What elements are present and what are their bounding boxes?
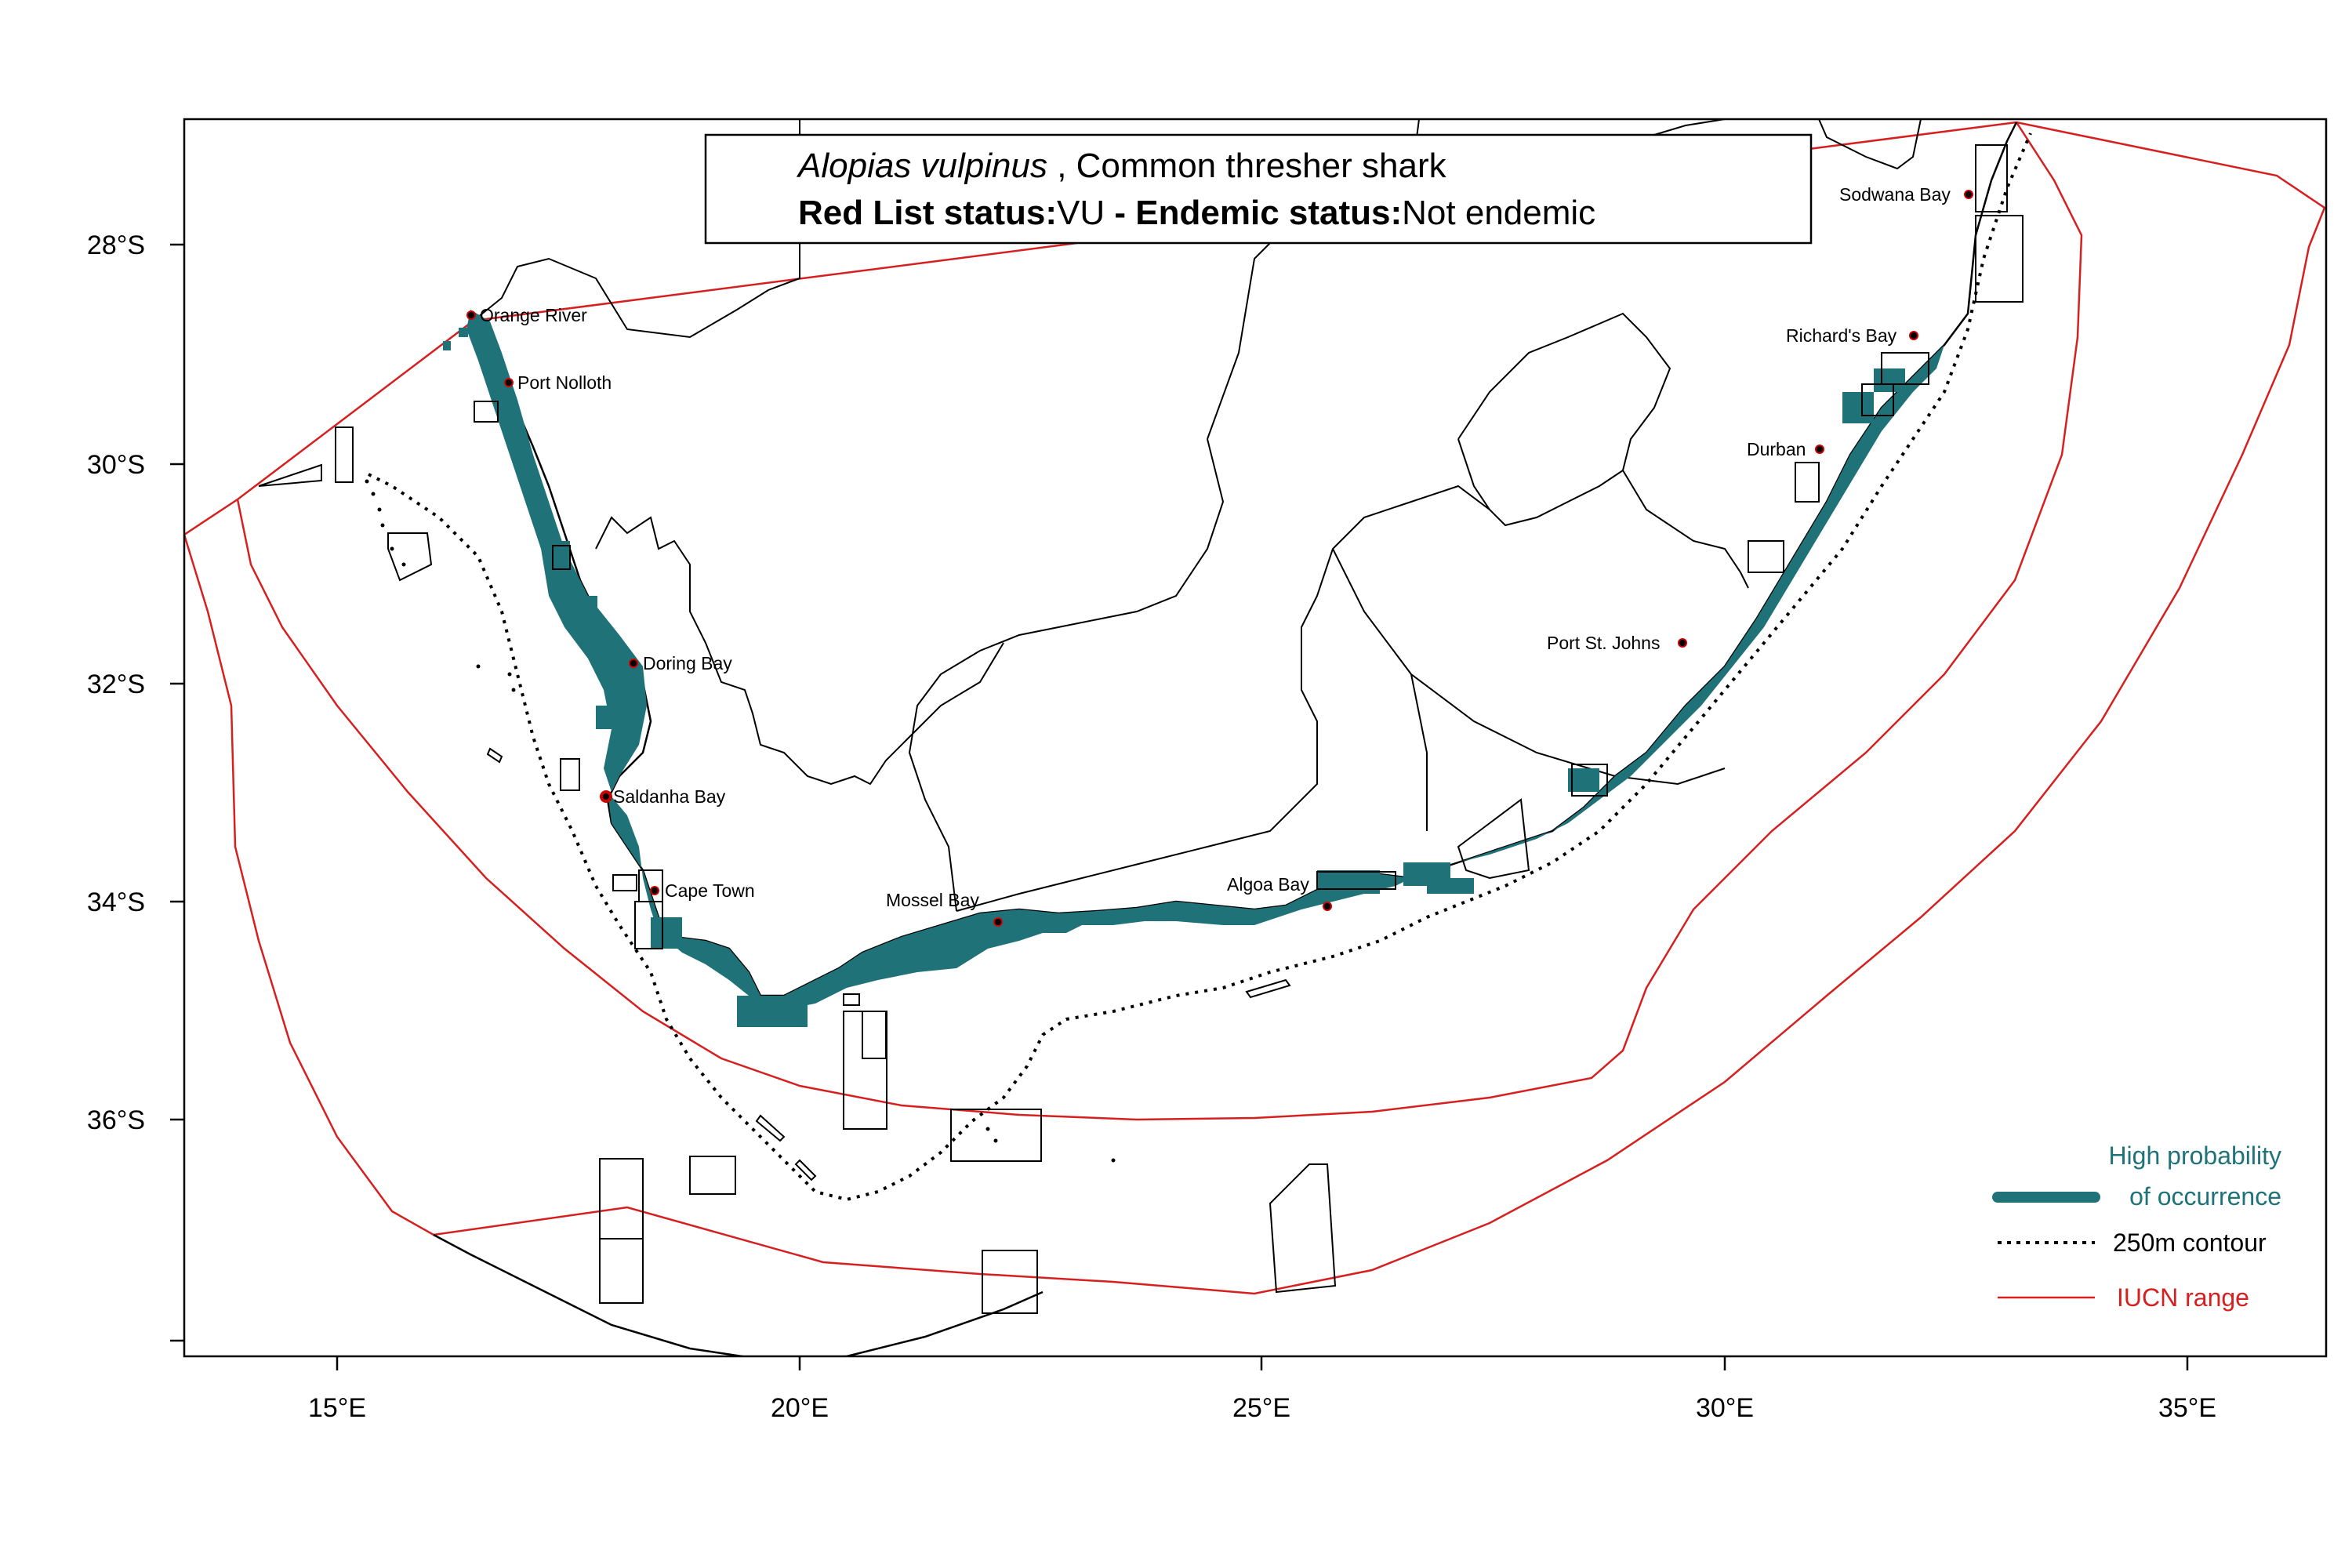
x-tick-label: 25°E	[1232, 1393, 1290, 1423]
x-tick-label: 30°E	[1696, 1393, 1754, 1423]
svg-text:Red List status:VU - Endemic s: Red List status:VU - Endemic status:Not …	[798, 194, 1595, 232]
species-name: Alopias vulpinus	[796, 147, 1047, 185]
place-markers	[466, 190, 1973, 927]
place-label: Richard's Bay	[1786, 325, 1897, 346]
plot-frame	[183, 118, 2328, 1358]
legend-iucn: IUCN range	[2117, 1283, 2249, 1312]
place-label: Saldanha Bay	[613, 786, 726, 807]
legend-contour: 250m contour	[2113, 1229, 2267, 1257]
red-list-label: Red List status:	[798, 194, 1057, 232]
contour-250m	[368, 132, 2032, 1202]
red-list-value: VU	[1057, 194, 1105, 232]
y-tick-label: 28°S	[87, 230, 145, 260]
survey-boxes	[258, 144, 2024, 1314]
common-name: Common thresher shark	[1066, 147, 1446, 185]
place-label: Sodwana Bay	[1839, 184, 1951, 205]
svg-text:Alopias vulpinus , Common thre: Alopias vulpinus , Common thresher shark	[796, 147, 1447, 185]
x-tick-labels: 15°E 20°E 25°E 30°E 35°E	[308, 1393, 2216, 1423]
title-box: Alopias vulpinus , Common thresher shark…	[704, 133, 1813, 245]
place-label: Mossel Bay	[886, 890, 979, 910]
eez-boundary	[433, 1233, 1044, 1356]
coastline	[472, 122, 2018, 997]
place-label: Durban	[1747, 439, 1806, 459]
endemic-value: Not endemic	[1402, 194, 1595, 232]
place-label: Orange River	[480, 305, 587, 325]
y-tick-label: 34°S	[87, 887, 145, 917]
place-labels: Orange River Port Nolloth Doring Bay Sal…	[480, 184, 1951, 910]
title-dash: -	[1105, 194, 1135, 232]
y-tick-label: 30°S	[87, 450, 145, 480]
iucn-outer-range	[184, 121, 2326, 1295]
endemic-label: Endemic status:	[1135, 194, 1402, 232]
title-separator: ,	[1047, 147, 1066, 185]
x-tick-label: 35°E	[2158, 1393, 2216, 1423]
iucn-inner-boundary	[236, 122, 2083, 1121]
axis-ticks	[170, 243, 2189, 1370]
occurrence-area	[443, 310, 1944, 1027]
y-tick-label: 36°S	[87, 1105, 145, 1135]
y-tick-label: 32°S	[87, 670, 145, 699]
place-label: Cape Town	[665, 880, 755, 901]
place-label: Algoa Bay	[1227, 874, 1309, 895]
x-tick-label: 20°E	[771, 1393, 829, 1423]
legend: High probability of occurrence 250m cont…	[1992, 1142, 2281, 1312]
offshore-dots	[365, 479, 1116, 1163]
legend-occurrence-line1: High probability	[2108, 1142, 2281, 1170]
y-tick-labels: 28°S 30°S 32°S 34°S 36°S	[87, 230, 145, 1135]
x-tick-label: 15°E	[308, 1393, 366, 1423]
place-label: Port St. Johns	[1547, 633, 1660, 653]
place-label: Doring Bay	[643, 653, 732, 673]
legend-occurrence-line2: of occurrence	[2129, 1182, 2281, 1210]
place-label: Port Nolloth	[517, 372, 612, 393]
